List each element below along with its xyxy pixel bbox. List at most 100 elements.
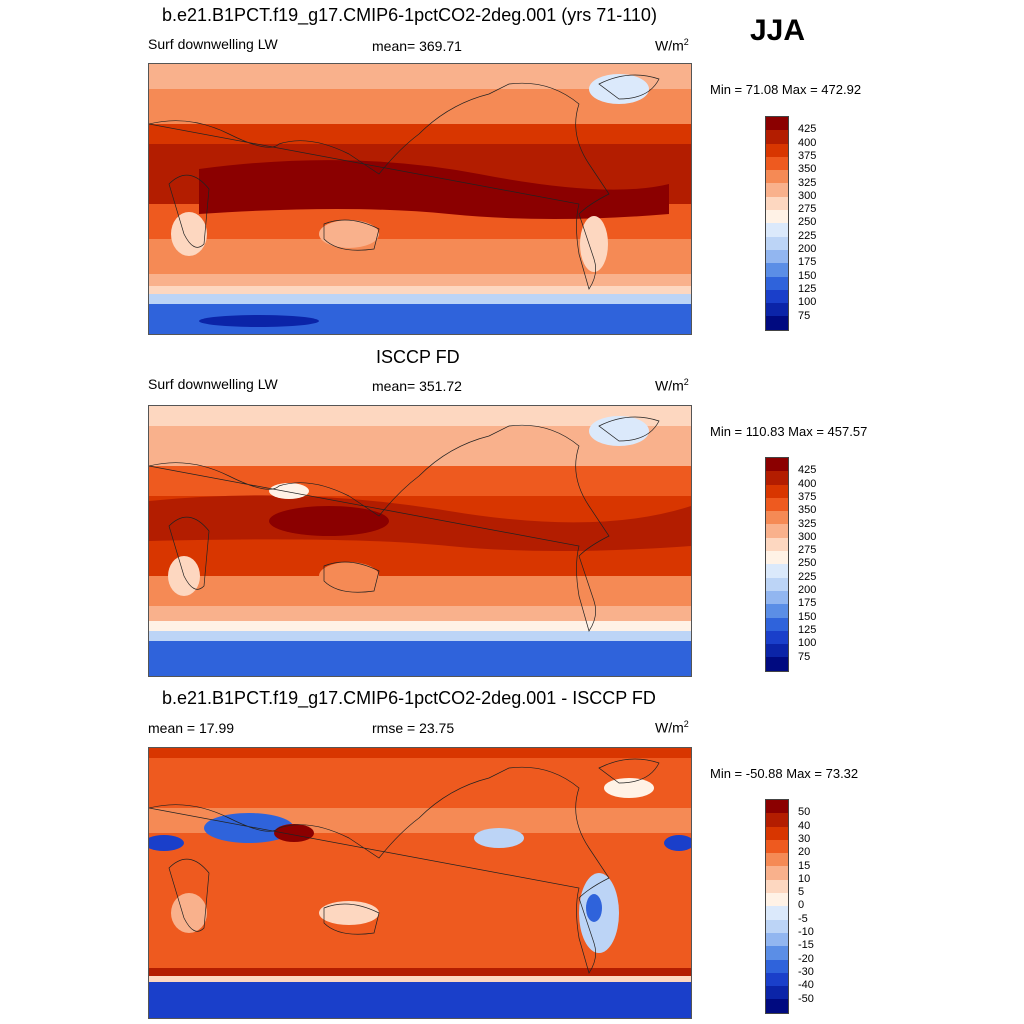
panel2-colorbar-swatch (766, 484, 788, 498)
panel2-colorbar-label: 275 (798, 544, 817, 557)
panel1-colorbar-swatch (766, 249, 788, 264)
panel2-colorbar-swatch (766, 564, 788, 578)
panel3-colorbar-label: 10 (798, 872, 811, 885)
panel2-colorbar (765, 457, 789, 672)
panel2-colorbar-swatch (766, 604, 788, 618)
panel1-colorbar-label: 300 (798, 189, 817, 202)
panel2-colorbar-label: 150 (798, 610, 817, 623)
panel2-colorbar-label: 75 (798, 650, 811, 663)
panel1-map (148, 63, 692, 335)
panel2-colorbar-swatch (766, 644, 788, 658)
panel3-colorbar-label: 40 (798, 819, 811, 832)
panel2-colorbar-label: 325 (798, 517, 817, 530)
panel2-colorbar-swatch (766, 537, 788, 552)
panel2-colorbar-label: 100 (798, 637, 817, 650)
panel3-colorbar-label: -20 (798, 952, 814, 965)
panel1-units: W/m2 (655, 37, 689, 54)
panel3-colorbar-label: -5 (798, 912, 808, 925)
panel1-colorbar-label: 275 (798, 203, 817, 216)
panel2-colorbar-swatch (766, 497, 788, 512)
panel2-title: ISCCP FD (376, 347, 460, 367)
panel3-colorbar-swatch (766, 932, 788, 947)
panel3-colorbar-label: 50 (798, 806, 811, 819)
panel1-colorbar-swatch (766, 117, 788, 131)
panel1-colorbar-label: 400 (798, 136, 817, 149)
panel1-minmax: Min = 71.08 Max = 472.92 (710, 82, 862, 97)
panel1-colorbar-label: 175 (798, 256, 817, 269)
panel3-colorbar-label: 5 (798, 886, 805, 899)
panel3-colorbar-label: -10 (798, 926, 814, 938)
panel1-colorbar-label: 225 (798, 229, 817, 242)
panel3-colorbar-swatch (766, 853, 788, 867)
panel2-map (148, 405, 692, 677)
panel3-colorbar-swatch (766, 946, 788, 960)
panel1-colorbar-swatch (766, 316, 788, 330)
panel2-colorbar-swatch (766, 617, 788, 631)
panel3-colorbar-swatch (766, 879, 788, 894)
panel3-mean: mean = 17.99 (148, 720, 235, 736)
panel1-colorbar-swatch (766, 210, 788, 224)
panel3-units: W/m2 (655, 719, 689, 736)
panel2-mean: mean= 351.72 (372, 378, 462, 394)
panel2-colorbar-swatch (766, 630, 788, 645)
panel2-colorbar-swatch (766, 471, 788, 485)
panel2-colorbar-swatch (766, 511, 788, 525)
panel2-colorbar-label: 425 (798, 464, 817, 477)
panel1-colorbar-label: 100 (798, 296, 817, 309)
panel2-minmax: Min = 110.83 Max = 457.57 (710, 424, 868, 439)
panel1-colorbar-label: 125 (798, 282, 817, 295)
panel3-colorbar-swatch (766, 986, 788, 1000)
panel3-colorbar-swatch (766, 906, 788, 920)
panel3-colorbar-swatch (766, 919, 788, 933)
season-label: JJA (750, 14, 806, 47)
panel2-colorbar-label: 375 (798, 490, 817, 503)
panel1-colorbar-swatch (766, 156, 788, 171)
panel1-colorbar-swatch (766, 130, 788, 144)
panel2-colorbar-swatch (766, 577, 788, 591)
panel1-colorbar-swatch (766, 196, 788, 211)
panel3-colorbar-swatch (766, 959, 788, 973)
panel3-colorbar-label: -15 (798, 939, 814, 952)
panel1-mean: mean= 369.71 (372, 38, 462, 54)
panel2-colorbar-label: 250 (798, 557, 817, 570)
panel3-colorbar-label: 15 (798, 859, 811, 872)
panel3-colorbar-swatch (766, 839, 788, 854)
panel2-colorbar-swatch (766, 657, 788, 671)
panel1-left-label: Surf downwelling LW (148, 36, 278, 52)
panel1-colorbar (765, 116, 789, 331)
panel1-colorbar-label: 200 (798, 243, 817, 255)
panel1-colorbar-swatch (766, 263, 788, 277)
panel3-colorbar-label: -50 (798, 992, 814, 1005)
panel2-colorbar-swatch (766, 458, 788, 472)
panel3-colorbar-swatch (766, 999, 788, 1013)
panel1-colorbar-label: 350 (798, 163, 817, 176)
panel1-colorbar-swatch (766, 223, 788, 237)
panel3-map (148, 747, 692, 1019)
panel3-colorbar-label: -40 (798, 979, 814, 992)
panel3-colorbar-swatch (766, 813, 788, 827)
panel2-colorbar-label: 300 (798, 530, 817, 543)
panel1-colorbar-label: 150 (798, 269, 817, 282)
panel1-colorbar-label: 325 (798, 176, 817, 189)
panel1-colorbar-swatch (766, 303, 788, 317)
panel1-colorbar-label: 250 (798, 216, 817, 229)
panel2-colorbar-label: 125 (798, 623, 817, 636)
panel1-colorbar-swatch (766, 143, 788, 157)
panel2-colorbar-label: 200 (798, 584, 817, 596)
panel3-title: b.e21.B1PCT.f19_g17.CMIP6-1pctCO2-2deg.0… (162, 688, 656, 708)
panel1-colorbar-swatch (766, 183, 788, 197)
panel3-colorbar-swatch (766, 972, 788, 987)
panel2-left-label: Surf downwelling LW (148, 376, 278, 392)
panel1-colorbar-label: 75 (798, 309, 811, 322)
panel1-colorbar-swatch (766, 170, 788, 184)
panel3-colorbar-swatch (766, 826, 788, 840)
panel2-colorbar-label: 175 (798, 597, 817, 610)
panel1-colorbar-swatch (766, 236, 788, 250)
panel2-colorbar-label: 225 (798, 570, 817, 583)
panel2-colorbar-label: 400 (798, 477, 817, 490)
panel1-title: b.e21.B1PCT.f19_g17.CMIP6-1pctCO2-2deg.0… (162, 5, 657, 25)
panel3-colorbar-label: 30 (798, 832, 811, 845)
panel3-minmax: Min = -50.88 Max = 73.32 (710, 766, 859, 781)
panel1-colorbar-label: 375 (798, 149, 817, 162)
panel1-colorbar-swatch (766, 289, 788, 304)
